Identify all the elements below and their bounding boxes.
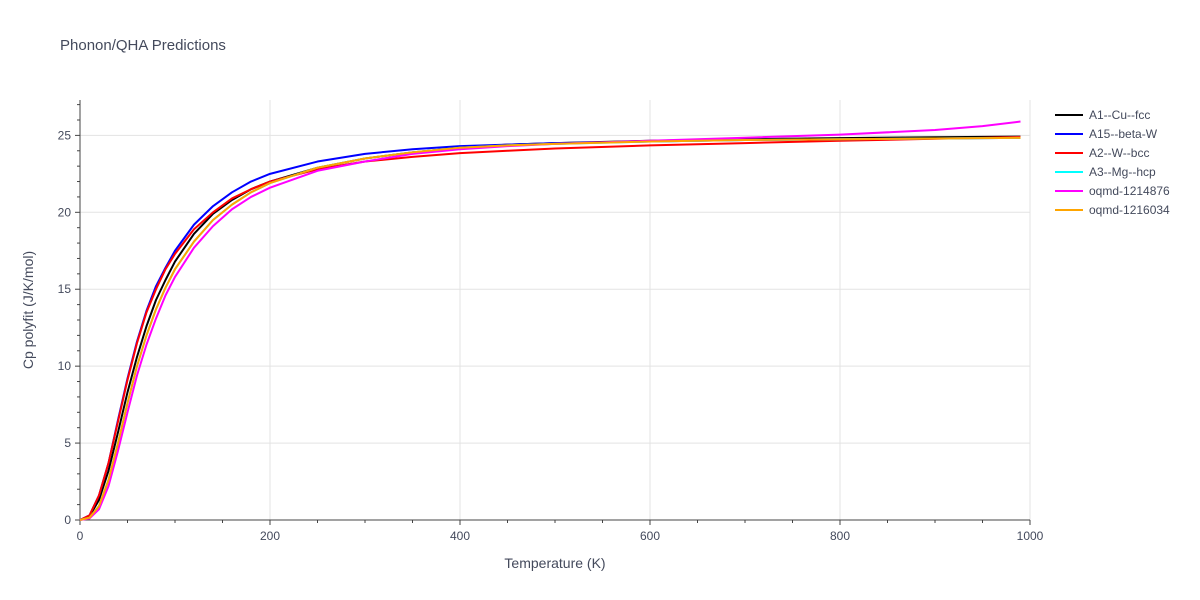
x-tick-label: 200: [260, 529, 280, 543]
series-line-5: [79, 120, 1021, 521]
series-line-2: [79, 136, 1021, 521]
y-tick-label: 25: [58, 128, 72, 142]
series-layer: [79, 120, 1021, 521]
y-tick-label: 5: [64, 436, 71, 450]
x-tick-label: 600: [640, 529, 660, 543]
legend[interactable]: A1--Cu--fcc A15--beta-W A2--W--bcc A3--Mg--…: [1055, 108, 1170, 217]
y-tick-label: 20: [58, 205, 72, 219]
series-line-4: [79, 136, 1021, 521]
legend-item[interactable]: oqmd-1214876: [1055, 184, 1170, 198]
legend-label: A1--Cu--fcc: [1089, 108, 1150, 122]
series-line-6: [79, 136, 1021, 521]
y-tick-label: 0: [64, 513, 71, 527]
y-axis-label: Cp polyfit (J/K/mol): [20, 251, 36, 369]
legend-label: oqmd-1214876: [1089, 184, 1170, 198]
x-tick-label: 0: [77, 529, 84, 543]
legend-item[interactable]: A15--beta-W: [1055, 127, 1158, 141]
chart-title: Phonon/QHA Predictions: [60, 37, 226, 54]
legend-item[interactable]: A3--Mg--hcp: [1055, 165, 1156, 179]
y-tick-label: 10: [58, 359, 72, 373]
legend-item[interactable]: A1--Cu--fcc: [1055, 108, 1150, 122]
x-tick-label: 800: [830, 529, 850, 543]
series-line-1: [79, 135, 1021, 521]
x-tick-label: 1000: [1017, 529, 1044, 543]
legend-label: A15--beta-W: [1089, 127, 1158, 141]
legend-item[interactable]: A2--W--bcc: [1055, 146, 1149, 160]
x-axis-label: Temperature (K): [504, 555, 605, 571]
x-tick-label: 400: [450, 529, 470, 543]
legend-label: A3--Mg--hcp: [1089, 165, 1156, 179]
series-line-3: [79, 135, 1021, 521]
axes-layer: 0 200 400 600 800 1000 0 5 10 15 20 25: [58, 100, 1044, 543]
y-tick-label: 15: [58, 282, 72, 296]
legend-label: oqmd-1216034: [1089, 203, 1170, 217]
legend-label: A2--W--bcc: [1089, 146, 1149, 160]
legend-item[interactable]: oqmd-1216034: [1055, 203, 1170, 217]
grid-layer: [80, 100, 1031, 520]
